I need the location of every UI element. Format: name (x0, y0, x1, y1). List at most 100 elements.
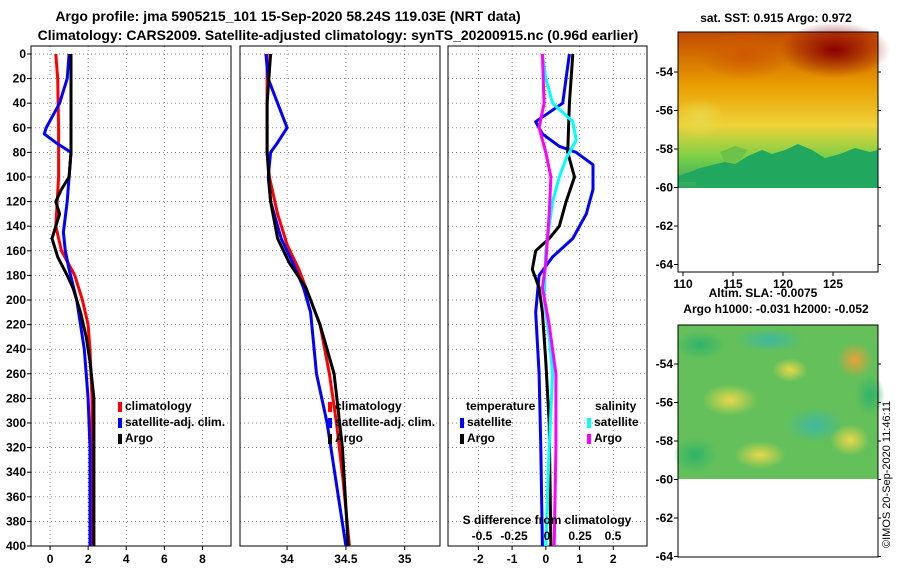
sla-high (772, 358, 808, 382)
sla-high (702, 384, 758, 416)
sst-map-axes: -54 -56 -58 -60 -62 -64 110 115 120 125 (656, 65, 881, 291)
temperature-legend: climatology satellite-adj. clim. Argo (118, 399, 225, 445)
title-line-2: Climatology: CARS2009. Satellite-adjuste… (38, 27, 639, 43)
y-tick-label: 120 (6, 195, 26, 209)
series-line-satellite-adj-clim- (42, 53, 92, 546)
legend-label-climatology: climatology (335, 399, 402, 413)
y-tick-label: 140 (6, 219, 26, 233)
temperature-axes-frame (30, 45, 232, 547)
legend-swatch-s-satellite (587, 418, 591, 428)
sst-no-data-area (678, 188, 878, 272)
map-y-tick-label: -64 (656, 258, 674, 272)
map-y-tick-label: -54 (656, 357, 674, 371)
map-y-tick-label: -56 (656, 396, 674, 410)
difference-legend: temperature satellite Argo salinity sate… (460, 399, 639, 445)
map-y-tick-label: -60 (656, 473, 674, 487)
series-line-argo (50, 54, 96, 546)
sst-cool-patch (675, 98, 725, 138)
x-tick-label: 4 (123, 552, 130, 566)
legend-swatch-satellite (118, 418, 122, 428)
map-y-tick-label: -60 (656, 181, 674, 195)
map-y-tick-label: -62 (656, 511, 674, 525)
sla-map-title: Altim. SLA: -0.0075 (709, 286, 818, 300)
legend-title-salinity: salinity (595, 399, 637, 413)
credit-text: ©IMOS 20-Sep-2020 11:46:11 (881, 401, 893, 548)
y-tick-label: 80 (13, 145, 27, 159)
y-tick-label: 400 (6, 539, 26, 553)
sst-map-title: sat. SST: 0.915 Argo: 0.972 (700, 11, 852, 25)
sst-map-border (677, 31, 879, 273)
map-y-tick-label: -58 (656, 434, 674, 448)
legend-label-s-argo: Argo (594, 431, 622, 445)
sla-high (830, 424, 870, 456)
legend-label-satellite: satellite-adj. clim. (335, 415, 435, 429)
salinity-series (264, 53, 351, 546)
x-tick-label: 34.5 (334, 552, 358, 566)
map-y-tick-label: -54 (656, 65, 674, 79)
temperature-series (42, 53, 96, 546)
y-tick-label: 200 (6, 293, 26, 307)
y-tick-label: 360 (6, 490, 26, 504)
legend-swatch-t-satellite (460, 418, 464, 428)
legend-label-s-satellite: satellite (594, 415, 639, 429)
s-diff-tick: 0.25 (568, 529, 592, 543)
map-x-tick-label: 115 (723, 277, 743, 291)
x-tick-label: 8 (199, 552, 206, 566)
y-tick-label: 100 (6, 170, 26, 184)
y-tick-label: 380 (6, 514, 26, 528)
x-tick-label: 0 (47, 552, 54, 566)
difference-series (530, 53, 595, 546)
y-tick-label: 180 (6, 268, 26, 282)
legend-label-argo: Argo (335, 431, 363, 445)
map-x-tick-label: 125 (823, 277, 843, 291)
profile-panels: 0 2 4 6 802040608010012014016018020022024026… (6, 45, 648, 566)
sla-low (676, 331, 724, 359)
sla-low (735, 328, 805, 352)
y-tick-label: 320 (6, 441, 26, 455)
y-tick-label: 300 (6, 416, 26, 430)
x-tick-label: 35 (398, 552, 412, 566)
y-tick-label: 340 (6, 465, 26, 479)
legend-swatch-climatology (328, 402, 332, 412)
s-diff-tick: 0 (544, 529, 551, 543)
sst-warm-core (780, 22, 890, 78)
series-line-climatology (54, 53, 94, 546)
s-difference-ticks: -0.5 -0.25 0 0.25 0.5 (472, 529, 622, 543)
sst-cold-front (678, 144, 878, 188)
legend-label-satellite: satellite-adj. clim. (125, 415, 225, 429)
legend-swatch-satellite (328, 418, 332, 428)
legend-swatch-argo (328, 434, 332, 444)
temperature-panel: 0 2 4 6 802040608010012014016018020022024026… (6, 45, 232, 566)
y-tick-label: 0 (19, 47, 26, 61)
series-line-satellite-adj-clim- (264, 53, 348, 546)
map-y-tick-label: -58 (656, 142, 674, 156)
legend-swatch-argo (118, 434, 122, 444)
sla-low (785, 407, 845, 443)
legend-label-t-argo: Argo (467, 431, 495, 445)
series-line-argo (265, 53, 350, 546)
sla-map-subtitle: Argo h1000: -0.031 h2000: -0.052 (683, 302, 869, 316)
s-diff-tick: 0.5 (605, 529, 622, 543)
x-tick-label: 1 (576, 552, 583, 566)
salinity-axes-frame (239, 45, 441, 547)
x-tick-label: -1 (507, 552, 518, 566)
difference-axes-frame (447, 45, 648, 547)
y-tick-label: 160 (6, 244, 26, 258)
series-line-s-argo (537, 53, 558, 546)
legend-swatch-s-argo (587, 434, 591, 444)
map-x-tick-label: 110 (673, 277, 693, 291)
x-tick-label: -2 (473, 552, 484, 566)
salinity-legend: climatology satellite-adj. clim. Argo (328, 399, 435, 445)
sla-low (673, 437, 717, 473)
sla-high (837, 342, 873, 378)
y-tick-label: 60 (13, 121, 27, 135)
legend-label-t-satellite: satellite (467, 415, 512, 429)
legend-swatch-t-argo (460, 434, 464, 444)
legend-swatch-climatology (118, 402, 122, 412)
legend-label-argo: Argo (125, 431, 153, 445)
y-tick-label: 40 (13, 96, 27, 110)
sla-no-data-area (678, 479, 878, 557)
sst-green-patch (720, 146, 748, 162)
